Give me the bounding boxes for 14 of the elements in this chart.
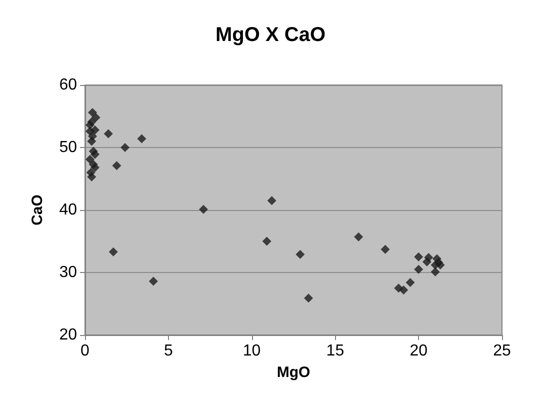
- x-tick-label: 10: [242, 342, 261, 360]
- chart-title: MgO X CaO: [215, 24, 326, 46]
- x-tick-label: 0: [80, 342, 90, 360]
- y-tick-label: 50: [59, 139, 78, 156]
- y-axis-title: CaO: [29, 194, 46, 226]
- y-tick-label: 20: [59, 326, 78, 344]
- y-tick-label: 30: [59, 264, 78, 281]
- y-tick-label: 60: [59, 76, 78, 94]
- x-tick-label: 20: [410, 342, 428, 360]
- x-tick-label: 5: [164, 342, 173, 360]
- y-tick-label: 40: [59, 202, 78, 218]
- x-tick-label: 25: [493, 342, 511, 360]
- x-axis-title: MgO: [276, 364, 310, 381]
- x-tick-label: 15: [326, 342, 344, 360]
